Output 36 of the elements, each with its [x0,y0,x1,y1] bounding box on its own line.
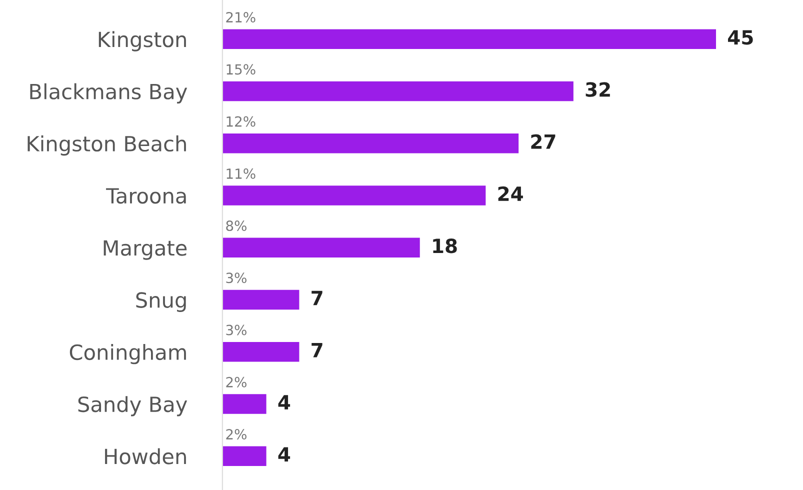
bar [222,133,519,154]
data-label: 7 [312,290,322,306]
annotation: 2% [226,376,246,388]
annotation: 11% [226,168,256,179]
annotation: 21% [226,12,256,23]
bar [222,81,574,102]
annotation: 3% [226,272,246,284]
bar [222,186,486,206]
data-label: 24 [498,186,523,201]
data-label: 32 [586,82,610,97]
y-tick-label: Kingston Beach [28,135,186,156]
annotation: 3% [226,324,246,336]
data-label: 4 [278,447,290,462]
y-tick-label: Coningham [70,344,186,364]
data-label: 4 [278,395,290,410]
bar [222,238,420,258]
y-tick-label: Snug [136,292,186,312]
bar [222,394,266,414]
y-tick-label: Blackmans Bay [30,83,188,104]
annotation: 15% [226,64,256,75]
bar [222,342,300,362]
y-tick-label: Taroona [106,188,186,204]
y-tick-label: Sandy Bay [78,396,188,416]
annotation: 2% [226,429,246,440]
annotation: 8% [226,220,246,232]
bar [222,29,716,49]
data-label: 18 [433,238,457,254]
annotation: 12% [226,116,256,127]
data-label: 45 [728,30,753,45]
bar [222,290,300,310]
y-tick-label: Howden [105,448,186,464]
y-tick-label: Margate [104,240,187,260]
y-tick-label: Kingston [98,31,186,52]
bar [222,446,266,466]
data-label: 27 [531,134,556,149]
data-label: 7 [312,343,322,358]
